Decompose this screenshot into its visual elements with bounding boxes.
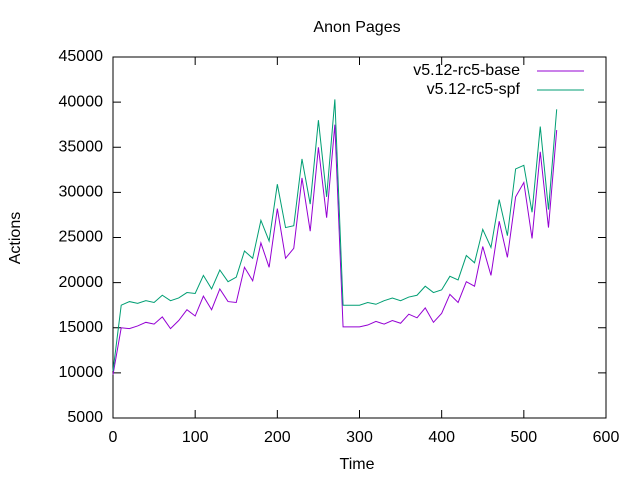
x-tick-label: 600	[593, 429, 620, 446]
y-tick-label: 45000	[59, 48, 104, 65]
y-axis-label: Actions	[7, 212, 24, 264]
x-axis-label: Time	[340, 456, 375, 473]
x-tick-label: 200	[264, 429, 291, 446]
series-line	[112, 124, 558, 375]
y-tick-label: 40000	[59, 93, 104, 110]
x-tick-label: 300	[346, 429, 373, 446]
y-tick-label: 10000	[59, 364, 104, 381]
y-tick-label: 30000	[59, 184, 104, 201]
x-tick-label: 500	[510, 429, 537, 446]
y-tick-label: 25000	[59, 229, 104, 246]
chart-title: Anon Pages	[313, 19, 400, 36]
x-tick-label: 100	[182, 429, 209, 446]
y-tick-label: 35000	[59, 138, 104, 155]
legend-label: v5.12-rc5-spf	[427, 81, 521, 98]
series-line	[112, 99, 558, 372]
y-tick-label: 5000	[67, 409, 103, 426]
legend-label: v5.12-rc5-base	[413, 62, 520, 79]
y-tick-label: 20000	[59, 274, 104, 291]
x-tick-label: 0	[109, 429, 118, 446]
x-tick-label: 400	[428, 429, 455, 446]
y-tick-label: 15000	[59, 319, 104, 336]
